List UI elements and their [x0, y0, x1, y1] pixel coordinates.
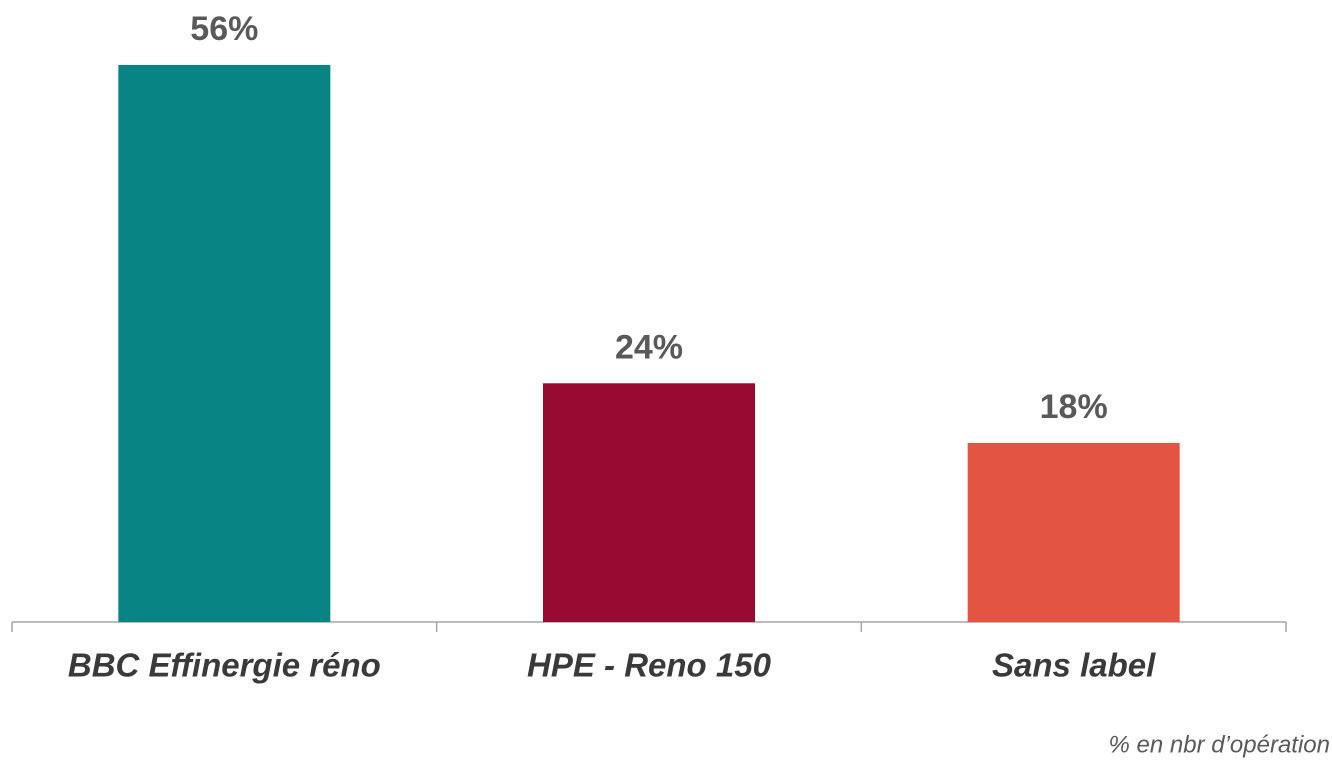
annotation: % en nbr d’opération: [1109, 731, 1330, 758]
category-label: BBC Effinergie réno: [68, 647, 381, 684]
value-label: 24%: [615, 328, 683, 366]
category-label: HPE - Reno 150: [527, 647, 772, 684]
value-label: 56%: [190, 10, 258, 48]
value-label: 18%: [1040, 388, 1108, 426]
category-label: Sans label: [992, 647, 1156, 684]
bar: [543, 383, 755, 622]
bar: [118, 65, 331, 622]
bar: [967, 442, 1180, 622]
